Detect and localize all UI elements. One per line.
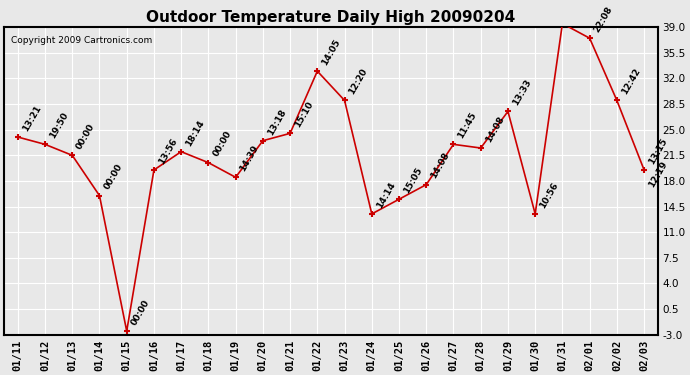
- Text: 00:00: 00:00: [75, 122, 97, 151]
- Title: Outdoor Temperature Daily High 20090204: Outdoor Temperature Daily High 20090204: [146, 10, 515, 25]
- Text: 11:45: 11:45: [456, 111, 478, 140]
- Text: 00:00: 00:00: [102, 163, 124, 192]
- Text: 18:14: 18:14: [184, 118, 206, 147]
- Text: 14:05: 14:05: [320, 38, 342, 67]
- Text: 22:08: 22:08: [593, 5, 615, 34]
- Text: 14:08: 14:08: [484, 114, 506, 144]
- Text: 14:14: 14:14: [375, 180, 397, 210]
- Text: 15:37: 15:37: [0, 374, 1, 375]
- Text: 12:42: 12:42: [620, 67, 642, 96]
- Text: 15:05: 15:05: [402, 166, 424, 195]
- Text: 13:15: 13:15: [647, 136, 669, 166]
- Text: 12:20: 12:20: [347, 67, 369, 96]
- Text: 14:08: 14:08: [429, 151, 451, 180]
- Text: 19:50: 19:50: [48, 111, 70, 140]
- Text: 00:00: 00:00: [211, 130, 233, 159]
- Text: 14:39: 14:39: [239, 144, 261, 173]
- Text: 15:10: 15:10: [293, 100, 315, 129]
- Text: 12:19: 12:19: [647, 160, 669, 189]
- Text: 13:18: 13:18: [266, 107, 288, 136]
- Text: 13:33: 13:33: [511, 78, 533, 107]
- Text: 13:21: 13:21: [21, 104, 43, 133]
- Text: 10:56: 10:56: [538, 181, 560, 210]
- Text: 13:56: 13:56: [157, 136, 179, 166]
- Text: 00:00: 00:00: [130, 298, 151, 327]
- Text: Copyright 2009 Cartronics.com: Copyright 2009 Cartronics.com: [11, 36, 152, 45]
